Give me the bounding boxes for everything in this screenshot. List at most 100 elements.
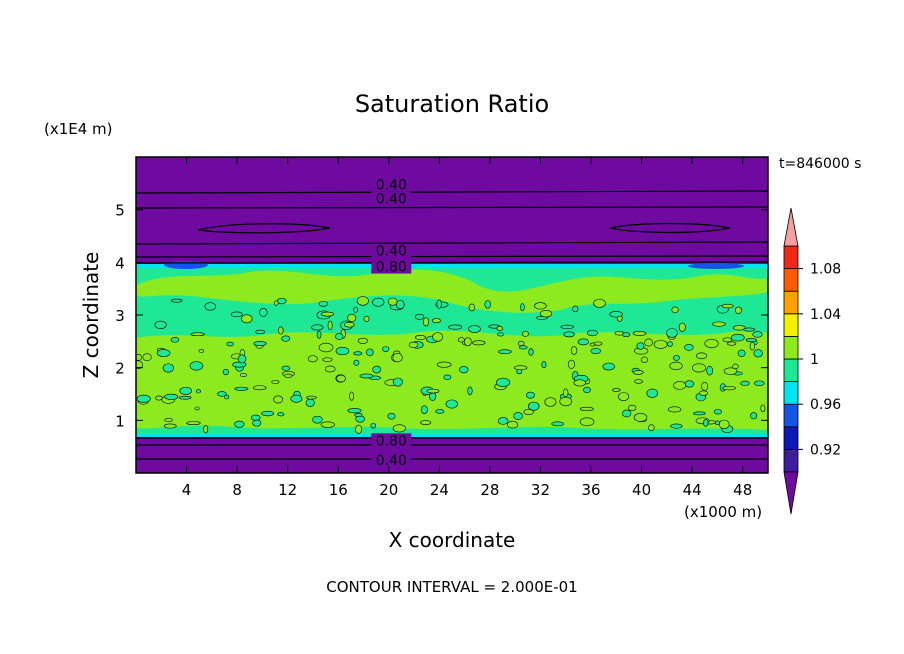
colorbar-segment	[783, 448, 799, 473]
speckle-blob	[467, 386, 473, 396]
x-tick-label: 8	[232, 481, 242, 499]
speckle-blob	[544, 397, 557, 407]
x-axis-ticks: 4 8 12 16 20 24 28 32 36 40 44 48	[182, 157, 752, 499]
speckle-blob	[252, 385, 267, 391]
speckle-blob	[743, 327, 756, 332]
speckle-blob	[318, 300, 328, 307]
speckle-blob	[684, 380, 695, 388]
speckle-blob	[523, 409, 534, 415]
speckle-blob	[370, 422, 377, 429]
speckle-blob	[507, 420, 519, 429]
speckle-blob	[586, 329, 598, 337]
speckle-blob	[732, 325, 746, 331]
speckle-blob	[226, 341, 234, 347]
speckle-blob	[431, 318, 441, 324]
x-tick-label: 48	[733, 481, 752, 499]
colorbar-segment	[783, 381, 799, 405]
speckle-blob	[382, 346, 390, 352]
speckle-blob	[198, 349, 205, 353]
speckle-blob	[422, 317, 430, 327]
speckle-blob	[320, 311, 335, 317]
speckle-blob	[239, 372, 248, 377]
speckle-blob	[273, 300, 279, 306]
speckle-blob	[464, 337, 472, 347]
speckle-blob	[714, 420, 720, 425]
x-tick-label: 40	[632, 481, 651, 499]
speckle-blob	[142, 353, 152, 362]
speckle-blob	[518, 345, 528, 350]
speckle-blob	[312, 415, 323, 424]
speckle-blob	[644, 338, 653, 347]
x-tick-label: 20	[379, 481, 398, 499]
speckle-blob	[526, 391, 535, 399]
y-tick-label: 5	[115, 202, 125, 220]
lower-dry-region	[136, 437, 768, 473]
contour-loop-right	[609, 222, 731, 234]
speckle-blob	[305, 398, 315, 407]
speckle-blob	[572, 305, 579, 313]
speckle-blob	[562, 388, 569, 398]
colorbar: 0.92 0.96 1 1.04 1.08	[783, 207, 841, 515]
x-tick-label: 12	[278, 481, 297, 499]
y-tick-label: 4	[115, 254, 125, 272]
speckle-blob	[426, 388, 440, 394]
speckle-blob	[445, 399, 458, 409]
speckle-blob	[468, 325, 481, 333]
speckle-blob	[706, 365, 714, 376]
contour-label-bg	[371, 243, 412, 258]
speckle-blob	[498, 349, 512, 355]
contour-line	[136, 206, 768, 209]
speckle-blob	[472, 340, 486, 346]
contour-line	[136, 241, 768, 245]
speckle-blob	[237, 354, 247, 364]
speckle-blob	[640, 356, 649, 363]
speckle-blob	[281, 365, 291, 371]
speckle-blob	[513, 365, 528, 371]
speckle-blob	[163, 423, 177, 429]
colorbar-label: 1	[810, 352, 819, 368]
speckle-blob	[753, 349, 763, 358]
speckle-blob	[155, 395, 163, 401]
speckle-blob	[318, 342, 334, 353]
contour-label-bg	[371, 433, 412, 448]
speckle-blob	[347, 408, 362, 414]
speckle-blob	[633, 413, 648, 422]
speckle-blob	[622, 409, 632, 418]
speckle-blob	[392, 424, 406, 433]
speckle-blob	[570, 346, 578, 355]
speckle-blob	[721, 303, 734, 309]
colorbar-label: 1.04	[810, 307, 841, 323]
speckle-blob	[671, 306, 679, 314]
contour-label: 0.40	[376, 244, 407, 260]
speckle-blob	[621, 332, 631, 337]
moist-band-mid-patch	[136, 330, 768, 430]
speckle-blob	[602, 362, 615, 371]
speckle-blob	[618, 392, 629, 401]
speckle-blob	[356, 296, 369, 306]
speckle-blob	[712, 321, 726, 327]
contour-line	[136, 261, 768, 264]
speckle-blob	[357, 337, 368, 344]
speckle-blob	[420, 405, 428, 414]
speckle-blob	[484, 300, 491, 309]
contour-label: 0.40	[376, 453, 407, 469]
speckle-blob	[528, 401, 540, 411]
speckle-blob	[534, 302, 547, 310]
contour-labels: 0.400.400.400.800.800.40	[371, 177, 412, 469]
x-unit-label: (x1000 m)	[684, 503, 762, 521]
y-axis-ticks: 1 2 3 4 5	[115, 202, 768, 430]
colorbar-segment	[783, 426, 799, 450]
x-axis-label: X coordinate	[389, 528, 516, 552]
speckle-blob	[727, 341, 737, 346]
speckle-blob	[276, 297, 287, 305]
x-tick-label: 28	[480, 481, 499, 499]
contour-label: 0.40	[376, 177, 407, 193]
speckle-blob	[704, 338, 719, 349]
speckle-blob	[579, 417, 595, 427]
speckle-blob	[669, 361, 683, 371]
speckle-blob	[284, 373, 293, 378]
speckle-blob	[609, 311, 623, 318]
speckle-blob	[436, 299, 442, 309]
speckle-blob	[307, 355, 318, 363]
